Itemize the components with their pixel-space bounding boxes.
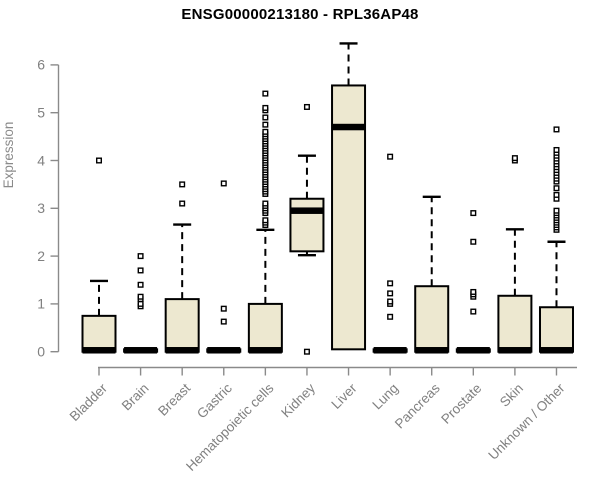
outlier-point [220,318,227,325]
outlier-point [387,290,394,297]
outlier-point [470,308,477,315]
x-tick-label: Prostate [438,381,484,427]
box-lung [372,153,408,354]
outlier-point [220,305,227,312]
box-skin [497,155,533,354]
outlier-point [137,267,144,274]
outlier-point [137,293,144,300]
chart-title: ENSG00000213180 - RPL36AP48 [181,6,419,23]
box-rect [247,302,283,353]
x-tick-label: Skin [497,381,526,410]
outlier-point [387,153,394,160]
x-tick-label: Liver [328,380,360,412]
x-tick-label: Bladder [67,380,111,424]
box-rect [414,285,450,353]
outlier-point [553,191,560,198]
outlier-point [470,288,477,295]
y-tick-label: 5 [37,105,45,121]
box-rect [164,298,200,353]
median-line [207,347,241,354]
x-tick-label: Pancreas [392,380,443,431]
outlier-point [387,298,394,305]
outlier-point [179,200,186,207]
outlier-point [553,185,560,192]
box-rect [81,314,117,353]
box-liver [331,42,367,351]
median-line [248,347,282,354]
outlier-point [262,200,269,207]
outlier-point [262,217,269,224]
outlier-point [262,121,269,128]
outlier-point [303,103,310,110]
outlier-point [553,126,560,133]
box-pancreas [414,195,450,354]
x-tick-label: Unknown / Other [485,380,568,463]
x-tick-label: Brain [119,381,152,414]
box-bladder [81,157,117,354]
outlier-point [137,253,144,260]
box-rect [497,294,533,353]
outlier-point [137,300,144,307]
outlier-point [553,146,560,153]
x-tick-label: Breast [155,380,193,418]
outlier-point [262,90,269,97]
box-kidney [289,103,325,355]
outlier-point [470,210,477,217]
median-line [415,347,449,354]
outlier-point [262,128,269,135]
median-line [539,347,573,354]
box-prostate [455,210,491,354]
median-line [498,347,532,354]
box-rect [538,306,574,353]
x-tick-label: Gastric [194,380,235,421]
x-tick-label: Lung [369,381,401,413]
y-tick-label: 3 [37,200,45,216]
outlier-point [95,157,102,164]
box-hematopoietic-cells [247,90,283,354]
outlier-point [553,207,560,214]
outlier-point [387,280,394,287]
y-tick-label: 6 [37,57,45,73]
box-gastric [206,180,242,354]
y-tick-label: 2 [37,248,45,264]
box-rect [289,197,325,253]
outlier-point [511,155,518,162]
outlier-point [303,348,310,355]
box-brain [123,253,159,354]
box-unknown-other [538,126,574,354]
median-line [82,347,116,354]
median-line [456,347,490,354]
median-line [124,347,158,354]
y-tick-label: 4 [37,152,45,168]
y-tick-label: 1 [37,296,45,312]
outlier-point [179,181,186,188]
outlier-point [262,104,269,111]
median-line [373,347,407,354]
median-line [290,207,324,214]
median-line [165,347,199,354]
median-line [332,123,366,131]
outlier-point [220,180,227,187]
outlier-point [470,238,477,245]
box-breast [164,181,200,354]
x-tick-label: Kidney [278,380,318,420]
outlier-point [137,281,144,288]
outlier-point [387,313,394,320]
outlier-point [262,114,269,121]
y-tick-label: 0 [37,344,45,360]
y-axis: 0 1 2 3 4 5 6 [37,57,60,360]
